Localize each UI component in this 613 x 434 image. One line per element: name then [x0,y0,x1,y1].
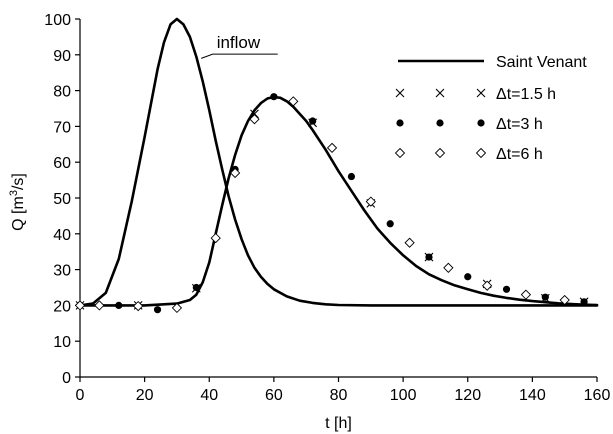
point-t-3-h [502,285,511,293]
x-tick-label: 0 [76,387,85,404]
point-t-3-h [153,306,162,314]
point-t-6-h [520,289,532,300]
point-t-6-h [229,167,241,179]
point-t-3-h [541,293,549,301]
legend-label: Saint Venant [496,54,587,71]
point-t-6-h [443,262,454,273]
legend-marker-swatch [435,88,445,98]
point-t-3-h [270,93,278,101]
point-t-6-h [326,142,338,154]
point-t-6-h [171,302,183,314]
x-tick-label: 60 [265,387,283,404]
point-t-3-h [347,172,356,181]
point-t-3-h [192,283,200,292]
annotation-leader-line [201,53,278,59]
annotation: inflow [201,33,278,59]
legend-label: Δt=3 h [496,116,543,133]
y-tick-label: 100 [44,12,71,29]
point-t-6-h [94,300,105,311]
y-axis-label: Q [m3/s] [8,173,27,231]
legend-marker-swatch [475,147,487,159]
point-t-1-5-h [250,109,259,119]
point-t-6-h [482,280,493,291]
legend-marker-swatch [477,119,485,127]
y-axis-label-base: Q [m [10,196,27,231]
point-t-6-h [210,232,221,244]
point-t-6-h [288,96,299,107]
x-tick-label: 140 [519,387,546,404]
legend-marker-swatch [395,88,405,98]
legend-marker-swatch [476,88,486,98]
legend: Saint Venant Δt=1.5 h Δt=3 h Δt=6 h [394,54,587,163]
point-t-3-h [309,117,317,125]
x-tick-label: 100 [390,387,417,404]
y-tick-label: 0 [62,370,71,387]
point-t-3-h [386,220,394,228]
legend-label: Δt=1.5 h [496,86,556,103]
point-t-3-h [425,253,433,261]
legend-marker-swatch [436,119,444,127]
x-tick-label: 80 [330,387,348,404]
y-axis-label-rest: /s] [10,173,27,190]
y-tick-label: 90 [53,48,71,65]
y-tick-label: 50 [53,191,71,208]
x-tick-label: 20 [136,387,154,404]
x-tick-label: 160 [584,387,611,404]
axes: 0 20 40 60 80 100 120 140 160 0 10 20 30 40 50 60 70 80 90… [44,12,610,404]
y-tick-label: 30 [53,263,71,280]
x-tick-label: 40 [200,387,218,404]
y-tick-label: 10 [53,334,71,351]
markers [74,93,589,314]
point-t-6-h [365,196,376,207]
legend-label: Δt=6 h [496,146,543,163]
x-tick-label: 120 [454,387,481,404]
legend-marker-swatch [396,119,404,127]
y-tick-label: 70 [53,119,71,136]
point-t-6-h [133,300,144,312]
point-t-6-h [404,237,415,248]
legend-marker-swatch [434,147,446,159]
x-axis-label: t [h] [325,415,352,432]
y-tick-label: 20 [53,298,71,315]
point-t-3-h [464,273,472,281]
y-axis-label-superscript: 3 [8,190,20,196]
annotation-inflow-label: inflow [217,33,261,52]
y-tick-label: 80 [53,84,71,101]
point-t-3-h [115,301,123,309]
point-t-6-h [74,300,86,311]
legend-marker-swatch [394,147,406,159]
curve-inflow [78,17,599,307]
point-t-6-h [249,114,260,125]
point-t-3-h [580,298,588,306]
y-tick-label: 60 [53,155,71,172]
point-t-6-h [559,294,570,306]
y-tick-label: 40 [53,227,71,244]
